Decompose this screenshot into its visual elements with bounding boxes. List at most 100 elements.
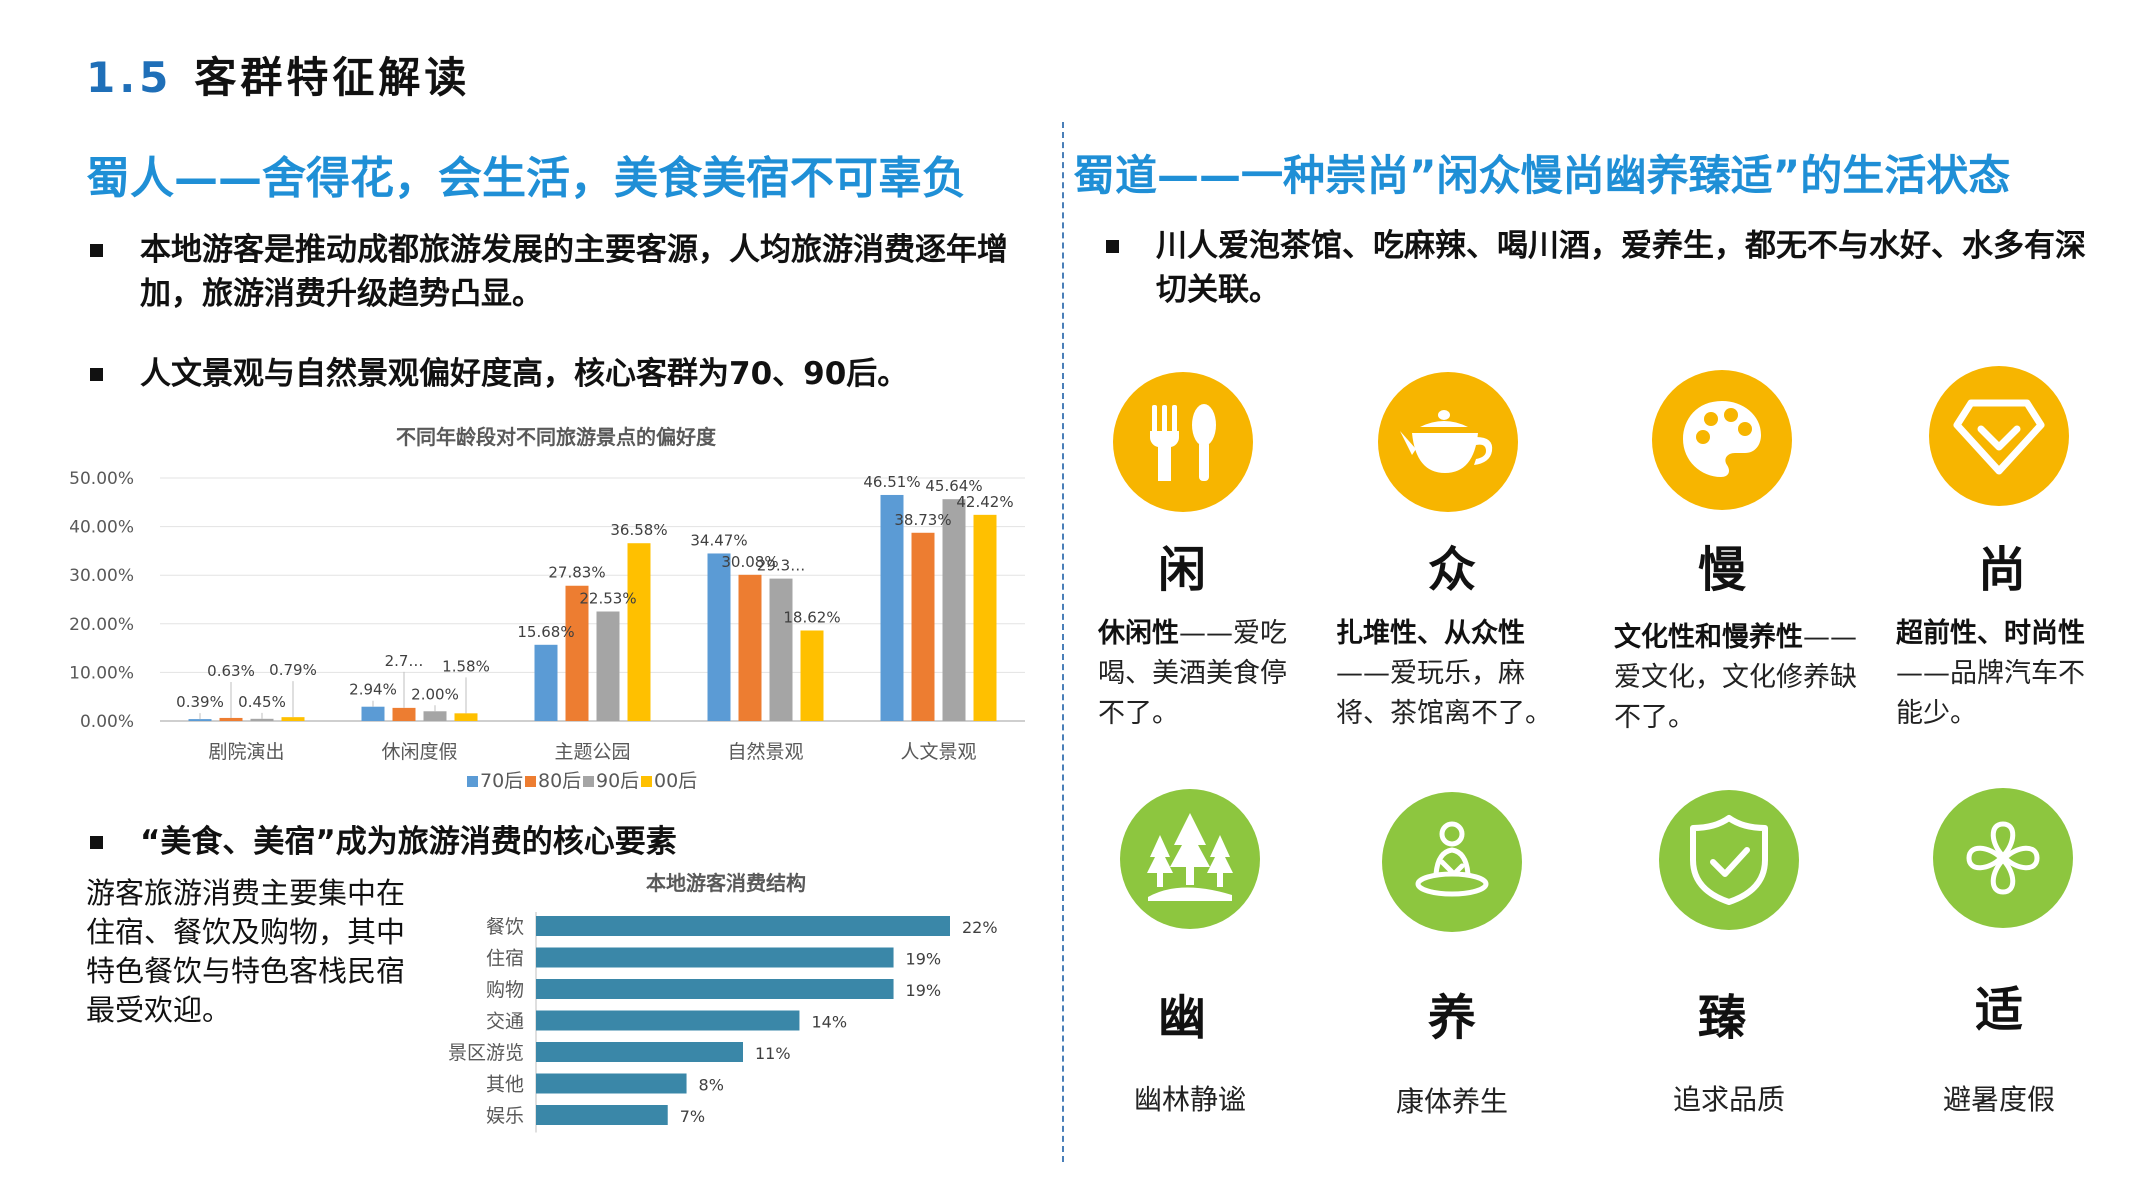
char-you: 幽 bbox=[1157, 990, 1206, 1046]
bar bbox=[423, 711, 447, 721]
legend-swatch bbox=[525, 776, 536, 787]
data-label: 30.08% bbox=[721, 553, 778, 571]
data-label: 8% bbox=[699, 1076, 724, 1095]
data-label: 45.64% bbox=[925, 477, 982, 495]
data-label: 46.51% bbox=[863, 473, 920, 491]
bar bbox=[536, 1042, 743, 1062]
data-label: 0.39% bbox=[176, 693, 224, 711]
category-label: 其他 bbox=[486, 1074, 524, 1096]
legend-swatch bbox=[641, 776, 652, 787]
data-label: 0.63% bbox=[207, 662, 255, 680]
bullet-square-icon bbox=[1106, 240, 1119, 253]
desc-zhong: 扎堆性、从众性 ——爱玩乐，麻将、茶馆离不了。 bbox=[1336, 614, 1558, 734]
legend-label: 70后 bbox=[480, 770, 523, 792]
char-yang: 养 bbox=[1427, 990, 1476, 1046]
bar bbox=[769, 578, 793, 721]
age-preference-chart: 不同年龄段对不同旅游景点的偏好度 0.00% 10.00% 20.00% 30.00%… bbox=[70, 425, 1025, 792]
data-label: 7% bbox=[680, 1107, 705, 1126]
section-title: 1.5 客群特征解读 bbox=[86, 44, 470, 105]
data-label: 19% bbox=[906, 981, 942, 1000]
consumption-paragraph: 游客旅游消费主要集中在住宿、餐饮及购物，其中特色餐饮与特色客栈民宿最受欢迎。 bbox=[86, 876, 406, 1027]
legend-label: 00后 bbox=[654, 770, 697, 792]
desc-rest: ——爱吃喝、美酒美食停不了。 bbox=[1098, 618, 1287, 729]
data-label: 38.73% bbox=[894, 511, 951, 529]
y-tick-label: 20.00% bbox=[70, 615, 134, 635]
y-tick-label: 10.00% bbox=[70, 663, 134, 683]
x-tick-label: 人文景观 bbox=[900, 741, 976, 763]
category-label: 交通 bbox=[486, 1011, 524, 1033]
bar bbox=[536, 947, 894, 968]
bar bbox=[188, 719, 212, 721]
bar bbox=[973, 514, 997, 721]
caption-yang: 康体养生 bbox=[1395, 1085, 1508, 1118]
bar bbox=[250, 718, 274, 721]
fork-spoon-icon bbox=[1113, 372, 1253, 512]
bullet-text: 本地游客是推动成都旅游发展的主要客源，人均旅游消费逐年增加，旅游消费升级趋势凸显… bbox=[140, 232, 1008, 312]
chart-bars bbox=[188, 494, 997, 721]
data-label: 14% bbox=[811, 1013, 847, 1032]
bar bbox=[536, 916, 950, 936]
char-shi: 适 bbox=[1974, 982, 2023, 1038]
bullet-text: 人文景观与自然景观偏好度高，核心客群为70、90后。 bbox=[140, 356, 909, 392]
bar bbox=[536, 1010, 800, 1031]
bar bbox=[536, 1073, 687, 1094]
data-label: 1.58% bbox=[442, 657, 490, 675]
char-zhong: 众 bbox=[1427, 542, 1476, 598]
desc-shang: 超前性、时尚性 ——品牌汽车不能少。 bbox=[1896, 614, 2102, 734]
desc-bold: 扎堆性、从众性 bbox=[1336, 618, 1525, 649]
x-tick-label: 主题公园 bbox=[554, 741, 630, 763]
bullet-text: 川人爱泡茶馆、吃麻辣、喝川酒，爱养生，都无不与水好、水多有深切关联。 bbox=[1156, 228, 2086, 308]
column-divider bbox=[1062, 122, 1064, 1162]
desc-bold: 超前性、时尚性 bbox=[1896, 618, 2085, 649]
section-title-text: 客群特征解读 bbox=[194, 53, 471, 102]
legend-swatch bbox=[583, 776, 594, 787]
meditation-icon bbox=[1382, 792, 1522, 932]
data-label: 2.00% bbox=[411, 685, 459, 703]
x-tick-label: 休闲度假 bbox=[381, 741, 457, 763]
category-label: 娱乐 bbox=[486, 1105, 524, 1127]
data-label: 42.42% bbox=[956, 493, 1013, 511]
caption-zhen: 追求品质 bbox=[1672, 1083, 1785, 1116]
data-label: 18.62% bbox=[783, 609, 840, 627]
data-label: 11% bbox=[755, 1044, 791, 1063]
bar bbox=[219, 717, 243, 721]
desc-bold: 休闲性 bbox=[1098, 618, 1179, 649]
category-label: 购物 bbox=[486, 979, 524, 1001]
bullet-text: “美食、美宿”成为旅游消费的核心要素 bbox=[140, 824, 677, 860]
left-headline: 蜀人——舍得花，会生活，美食美宿不可辜负 bbox=[86, 153, 966, 204]
data-label: 0.45% bbox=[238, 693, 286, 711]
bar bbox=[536, 1105, 668, 1125]
category-label: 住宿 bbox=[486, 948, 524, 970]
data-label: 27.83% bbox=[548, 564, 605, 582]
bar bbox=[534, 644, 558, 721]
shield-check-icon bbox=[1659, 790, 1799, 930]
category-label: 景区游览 bbox=[448, 1042, 524, 1064]
caption-shi: 避暑度假 bbox=[1942, 1083, 2055, 1116]
teapot-icon bbox=[1378, 372, 1518, 512]
bar bbox=[738, 574, 762, 721]
chart-data-labels: 0.39% 0.63% 0.45% 0.79% 2.94% 2.7… 2.00% 1.58% 1… bbox=[176, 473, 1014, 720]
data-label: 0.79% bbox=[269, 661, 317, 679]
palette-icon bbox=[1652, 370, 1792, 510]
bullet-square-icon bbox=[90, 368, 103, 381]
data-label: 2.94% bbox=[349, 681, 397, 699]
bar bbox=[536, 979, 894, 999]
y-tick-label: 50.00% bbox=[70, 469, 134, 489]
y-tick-label: 0.00% bbox=[80, 712, 134, 732]
bullet-landscape-preference: 人文景观与自然景观偏好度高，核心客群为70、90后。 bbox=[90, 352, 1040, 396]
desc-xian: 休闲性——爱吃喝、美酒美食停不了。 bbox=[1098, 614, 1288, 734]
bar bbox=[565, 585, 589, 721]
bar bbox=[596, 611, 620, 721]
legend-label: 90后 bbox=[596, 770, 639, 792]
data-label: 2.7… bbox=[385, 652, 424, 670]
desc-man: 文化性和慢养性——爱文化，文化修养缺不了。 bbox=[1614, 618, 1864, 738]
chart-bars: 餐饮 22% 住宿 19% 购物 19% 交通 14% 景区游览 11% 其他 8% 娱乐 7% bbox=[448, 912, 998, 1133]
data-label: 34.47% bbox=[690, 531, 747, 549]
bullet-local-tourists: 本地游客是推动成都旅游发展的主要客源，人均旅游消费逐年增加，旅游消费升级趋势凸显… bbox=[90, 228, 1040, 316]
bullet-square-icon bbox=[90, 244, 103, 257]
chart-title: 本地游客消费结构 bbox=[646, 871, 806, 895]
data-label: 15.68% bbox=[517, 623, 574, 641]
bar bbox=[281, 717, 305, 721]
caption-you: 幽林静谧 bbox=[1133, 1083, 1246, 1116]
legend-swatch bbox=[467, 776, 478, 787]
